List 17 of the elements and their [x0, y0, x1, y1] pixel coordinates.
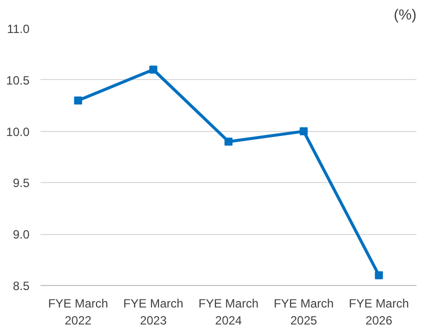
point: [374, 271, 383, 280]
y-tick-label: 10.0: [6, 124, 30, 139]
y-axis-title: (%): [394, 8, 417, 24]
x-tick-label: FYE March 2024: [198, 296, 259, 328]
y-tick-label: 11.0: [7, 22, 30, 36]
x-tick-label: FYE March 2025: [274, 296, 334, 328]
y-tick-label: 9.5: [12, 176, 30, 190]
x-tick-label: FYE March 2026: [348, 296, 409, 328]
point: [224, 138, 232, 146]
y-tick-label: 8.5: [12, 279, 30, 293]
point: [149, 66, 158, 74]
x-tick-label: FYE March 2023: [123, 296, 184, 328]
point: [74, 96, 82, 104]
x-tick-label: FYE March 2022: [48, 296, 108, 328]
point: [300, 127, 308, 136]
y-tick-label: 10.5: [6, 73, 30, 88]
y-tick-label: 9.0: [12, 228, 30, 242]
